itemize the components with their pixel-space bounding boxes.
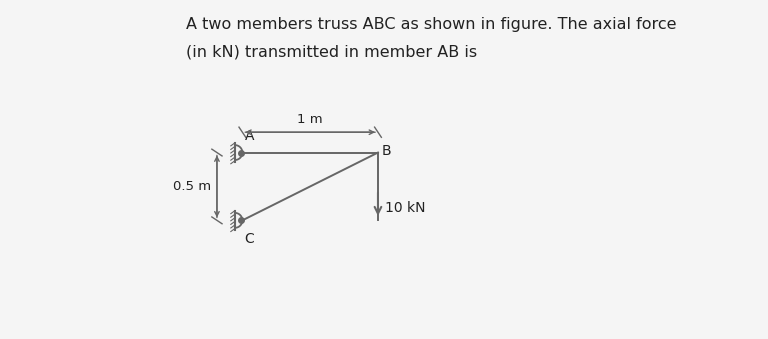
Text: B: B (382, 144, 392, 158)
Text: (in kN) transmitted in member AB is: (in kN) transmitted in member AB is (187, 44, 478, 59)
Text: 0.5 m: 0.5 m (173, 180, 211, 193)
Text: C: C (244, 232, 253, 246)
Text: 10 kN: 10 kN (385, 201, 425, 216)
Text: A two members truss ABC as shown in figure. The axial force: A two members truss ABC as shown in figu… (187, 17, 677, 32)
Text: 1 m: 1 m (297, 113, 323, 126)
Text: A: A (245, 129, 254, 143)
